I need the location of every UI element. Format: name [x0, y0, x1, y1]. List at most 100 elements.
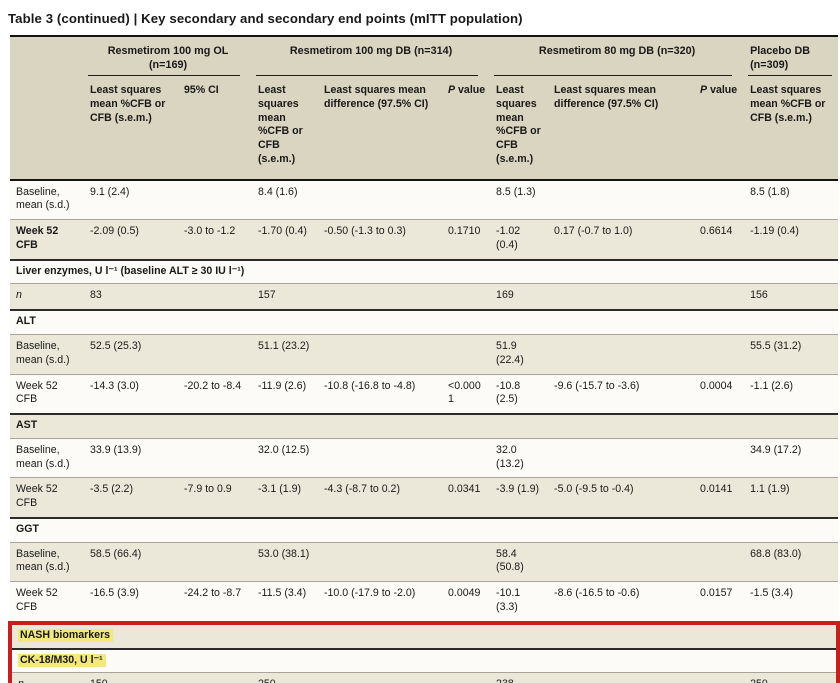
cell: -7.9 to 0.9: [178, 477, 253, 518]
section-label: ALT: [16, 315, 36, 328]
cell: [442, 283, 491, 311]
section-header: ALT: [10, 309, 839, 335]
cell: -10.8 (-16.8 to -4.8): [318, 373, 443, 415]
cell: -10.1 (3.3): [490, 581, 549, 623]
table-row: n 83 157 169 156: [10, 283, 839, 311]
row-label: Baseline, mean (s.d.): [10, 541, 84, 582]
cell: -1.5 (3.4): [744, 581, 839, 623]
group-label: Placebo DB: [750, 45, 811, 57]
table-row: n150 250 238 250: [8, 672, 840, 683]
table-body: Baseline, mean (s.d.) 9.1 (2.4) 8.4 (1.6) 8…: [10, 179, 839, 623]
cell: 1.1 (1.9): [744, 477, 839, 518]
cell: 32.0 (13.2): [490, 437, 549, 478]
cell: [178, 437, 253, 478]
cell: [694, 179, 745, 220]
cell: 157: [252, 283, 319, 311]
col-header-label: Least squares mean %CFB or CFB (s.e.m.): [750, 84, 826, 124]
cell: [694, 541, 745, 582]
row-label: Week 52 CFB: [10, 373, 84, 415]
col-header-label: Least squares mean %CFB or CFB (s.e.m.): [90, 84, 166, 124]
cell: [318, 541, 443, 582]
table-row: Baseline, mean (s.d.) 52.5 (25.3) 51.1 (23…: [10, 334, 839, 375]
cell: 156: [744, 283, 839, 311]
cell: -11.5 (3.4): [252, 581, 319, 623]
table-row: Baseline, mean (s.d.) 9.1 (2.4) 8.4 (1.6) 8…: [10, 179, 839, 220]
cell: [178, 283, 253, 311]
cell: 34.9 (17.2): [744, 437, 839, 478]
row-label: n: [10, 283, 84, 311]
cell: [442, 541, 491, 582]
cell: 250: [252, 672, 319, 683]
cell: -1.02 (0.4): [490, 219, 549, 260]
cell: [318, 179, 443, 220]
cell: -2.09 (0.5): [84, 219, 178, 260]
cell: 0.0157: [694, 581, 745, 623]
cell: [694, 283, 745, 311]
col-header-label: Least squares mean %CFB or CFB (s.e.m.): [258, 84, 303, 165]
section-row: ALT: [10, 309, 839, 335]
cell: 0.0141: [694, 477, 745, 518]
row-label: Baseline, mean (s.d.): [10, 334, 84, 375]
cell: 250: [744, 672, 840, 683]
col-header-label: Least squares mean difference (97.5% CI): [554, 84, 659, 110]
group-header-row: Resmetirom 100 mg OL (n=169) Resmetirom …: [10, 34, 839, 78]
corner-cell: [10, 76, 84, 181]
col-header-ls-mean-db100: Least squares mean %CFB or CFB (s.e.m.): [252, 76, 319, 181]
cell: [442, 179, 491, 220]
cell: -3.0 to -1.2: [178, 219, 253, 260]
section-header: GGT: [10, 516, 839, 543]
section-header: CK-18/M30, U l⁻¹: [7, 647, 840, 673]
cell: [548, 672, 695, 683]
row-label: Baseline, mean (s.d.): [10, 437, 84, 478]
cell: 238: [490, 672, 549, 683]
cell: [548, 541, 695, 582]
cell: 53.0 (38.1): [252, 541, 319, 582]
cell: [178, 541, 253, 582]
cell: [178, 672, 253, 683]
cell: -9.6 (-15.7 to -3.6): [548, 373, 695, 415]
section-label: NASH biomarkers: [18, 628, 114, 642]
cell: -10.8 (2.5): [490, 373, 549, 415]
cell: 55.5 (31.2): [744, 334, 839, 375]
cell: 0.6614: [694, 219, 745, 260]
group-label: Resmetirom 100 mg DB (n=314): [289, 45, 453, 57]
cell: -16.5 (3.9): [84, 581, 178, 623]
col-header-ls-diff-db80: Least squares mean difference (97.5% CI): [548, 76, 695, 181]
cell: [178, 334, 253, 375]
group-label: Resmetirom 100 mg OL: [107, 45, 229, 57]
cell: -1.19 (0.4): [744, 219, 839, 260]
col-header-ls-mean-placebo: Least squares mean %CFB or CFB (s.e.m.): [744, 76, 839, 181]
cell: [694, 334, 745, 375]
cell: 8.5 (1.3): [490, 179, 549, 220]
cell: 58.4 (50.8): [490, 541, 549, 582]
col-header-ls-mean-db80: Least squares mean %CFB or CFB (s.e.m.): [490, 76, 549, 181]
cell: -14.3 (3.0): [84, 373, 178, 415]
group-n: (n=169): [148, 59, 188, 72]
table-row: Week 52 CFB -14.3 (3.0) -20.2 to -8.4 -11.9…: [10, 373, 839, 415]
cell: [318, 283, 443, 311]
cell: 0.0004: [694, 373, 745, 415]
cell: [548, 334, 695, 375]
nash-biomarkers-highlight-box: NASH biomarkers CK-18/M30, U l⁻¹ n150 250 23…: [7, 620, 840, 683]
section-label: GGT: [16, 522, 39, 535]
col-header-label: P value: [700, 84, 738, 97]
cell: [318, 672, 443, 683]
cell: -8.6 (-16.5 to -0.6): [548, 581, 695, 623]
table-row: Week 52 CFB -16.5 (3.9) -24.2 to -8.7 -11.5…: [10, 581, 839, 623]
cell: 150: [84, 672, 178, 683]
cell: [178, 179, 253, 220]
section-header: AST: [10, 413, 839, 439]
cell: -3.5 (2.2): [84, 477, 178, 518]
col-header-ls-mean-ol: Least squares mean %CFB or CFB (s.e.m.): [84, 76, 178, 181]
table-row: Week 52 CFB -3.5 (2.2) -7.9 to 0.9 -3.1 (1.…: [10, 477, 839, 518]
cell: [318, 334, 443, 375]
cell: [442, 437, 491, 478]
table-title: Table 3 (continued) | Key secondary and …: [8, 11, 523, 26]
cell: -4.3 (-8.7 to 0.2): [318, 477, 443, 518]
cell: [548, 437, 695, 478]
cell: 51.9 (22.4): [490, 334, 549, 375]
col-header-pvalue-db80: P value: [694, 76, 745, 181]
cell: -3.9 (1.9): [490, 477, 549, 518]
cell: 33.9 (13.9): [84, 437, 178, 478]
section-row: CK-18/M30, U l⁻¹: [7, 647, 840, 673]
